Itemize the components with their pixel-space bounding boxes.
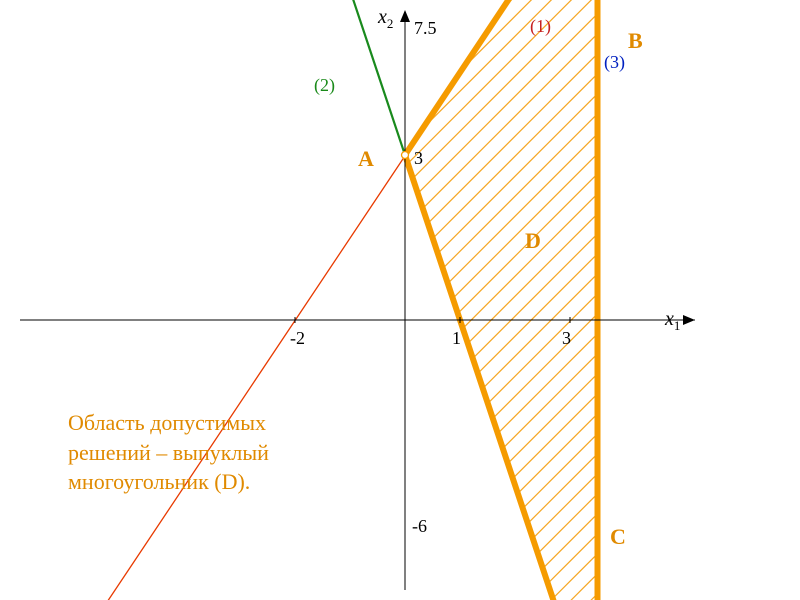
tick-y-7p5: 7.5 [414,18,437,39]
vertex-B-label: B [628,28,643,54]
tick-y-3: 3 [414,148,423,169]
tick-x-neg2: -2 [290,328,305,349]
lp-feasible-region-chart: x1 x2 (1) (2) (3) A B C D -2 1 3 3 7.5 -… [0,0,800,600]
tick-x-1: 1 [452,328,461,349]
line2-label: (2) [314,75,335,96]
tick-y-neg6: -6 [412,516,427,537]
vertex-C-label: C [610,524,626,550]
vertex-A-label: A [358,146,374,172]
caption-text: Область допустимых решений – выпуклый мн… [68,408,269,497]
line1-label: (1) [530,16,551,37]
x-axis-label: x1 [665,308,680,334]
y-axis-label: x2 [378,6,393,32]
plot-svg [0,0,800,600]
tick-x-3: 3 [562,328,571,349]
line3-label: (3) [604,52,625,73]
region-D-label: D [525,228,541,254]
